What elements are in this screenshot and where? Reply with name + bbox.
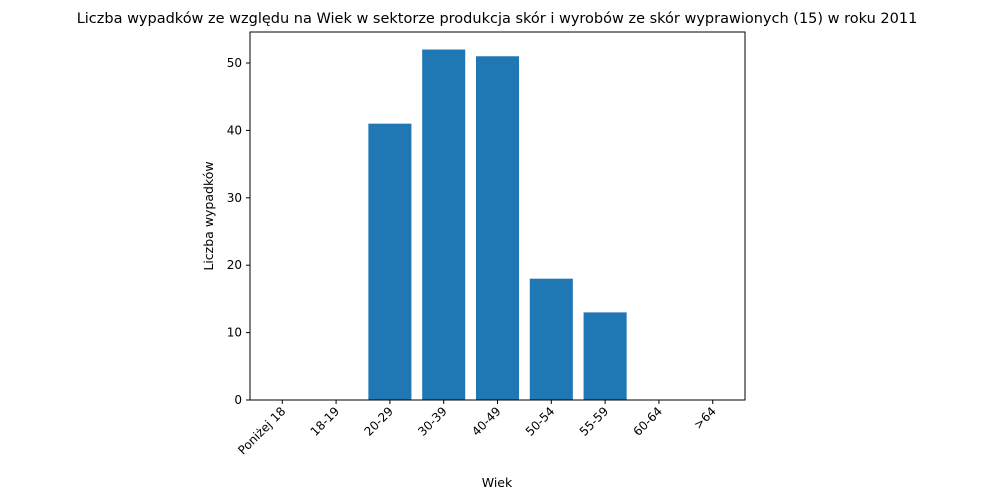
x-tick-label: 20-29 xyxy=(361,404,396,439)
plot-area: 0 10 20 30 40 50 Poniżej 18 18-19 20-29 30-39 40-4… xyxy=(227,31,746,457)
bar-50-54 xyxy=(529,278,573,400)
y-tick-label: 40 xyxy=(227,123,242,137)
x-axis-label: Wiek xyxy=(482,475,513,490)
x-tick-label: 60-64 xyxy=(630,404,665,439)
y-tick-label: 50 xyxy=(227,56,242,70)
bar-30-39 xyxy=(422,49,466,401)
bar-40-49 xyxy=(475,56,520,401)
bar-55-59 xyxy=(583,312,627,400)
x-tick-label: 18-19 xyxy=(308,404,343,439)
y-tick-label: 30 xyxy=(227,191,242,205)
y-axis-label: Liczba wypadków xyxy=(201,161,216,270)
bar-20-29 xyxy=(368,123,412,401)
x-tick-label: 55-59 xyxy=(577,404,612,439)
y-tick-label: 10 xyxy=(227,326,242,340)
y-tick-label: 0 xyxy=(234,393,242,407)
x-tick-label: Poniżej 18 xyxy=(235,404,288,457)
x-tick-label: 30-39 xyxy=(415,404,450,439)
chart-title: Liczba wypadków ze względu na Wiek w sek… xyxy=(77,11,918,27)
y-tick-label: 20 xyxy=(227,258,242,272)
x-tick-label: 50-54 xyxy=(523,404,558,439)
x-tick-label: >64 xyxy=(691,404,719,432)
x-tick-label: 40-49 xyxy=(469,404,504,439)
